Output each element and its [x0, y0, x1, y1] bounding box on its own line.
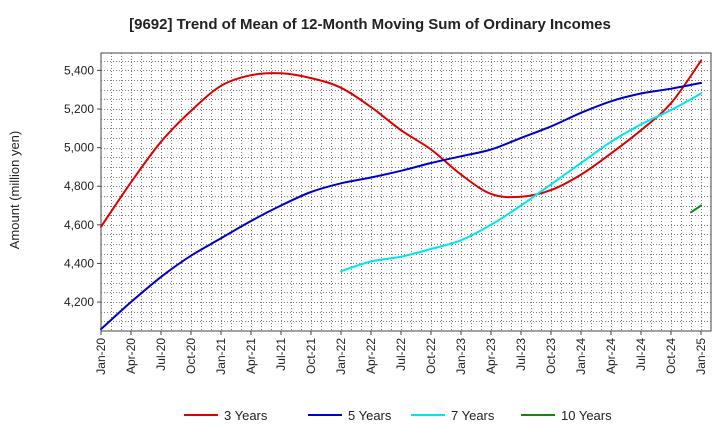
- series-line-7-years: [340, 92, 702, 273]
- x-tick-label: Apr-24: [604, 338, 618, 374]
- x-tick-label: Oct-23: [544, 338, 558, 374]
- x-tick-label: Jan-22: [334, 338, 348, 375]
- series-line-10-years: [690, 204, 702, 214]
- y-tick-label: 4,400: [64, 256, 94, 270]
- y-tick-label: 5,000: [64, 141, 94, 155]
- y-tick-label: 4,600: [64, 218, 94, 232]
- series-line-5-years: [100, 81, 702, 331]
- legend-label-10-years: 10 Years: [561, 408, 612, 423]
- x-tick-label: Jan-21: [214, 338, 228, 375]
- series-line-3-years: [100, 59, 702, 228]
- x-tick-label: Jan-20: [94, 338, 108, 375]
- x-tick-label: Jul-22: [394, 338, 408, 371]
- legend-label-3-years: 3 Years: [224, 408, 268, 423]
- y-tick-label: 5,200: [64, 102, 94, 116]
- x-tick-label: Apr-20: [124, 338, 138, 374]
- y-axis-title: Amount (million yen): [7, 131, 22, 250]
- y-tick-label: 4,800: [64, 179, 94, 193]
- x-axis: Jan-20 Apr-20 Jul-20 Oct-20 Jan-21 Apr-21 Jul-…: [94, 331, 708, 375]
- y-axis: 4,200 4,400 4,600 4,800 5,000 5,200 5,400: [64, 63, 101, 309]
- y-tick-label: 4,200: [64, 295, 94, 309]
- x-tick-label: Oct-21: [304, 338, 318, 374]
- x-tick-label: Jul-21: [274, 338, 288, 371]
- x-tick-label: Apr-23: [484, 338, 498, 374]
- x-tick-label: Jul-20: [154, 338, 168, 371]
- x-tick-label: Jul-24: [634, 338, 648, 371]
- y-tick-label: 5,400: [64, 63, 94, 77]
- series-lines: [100, 59, 702, 331]
- x-tick-label: Oct-22: [424, 338, 438, 374]
- chart-title: [9692] Trend of Mean of 12-Month Moving …: [129, 16, 611, 33]
- x-tick-label: Jan-24: [574, 338, 588, 375]
- x-tick-label: Jan-25: [694, 338, 708, 375]
- plot-area: [100, 52, 712, 332]
- x-tick-label: Oct-24: [664, 338, 678, 374]
- legend-label-7-years: 7 Years: [451, 408, 495, 423]
- x-tick-label: Jul-23: [514, 338, 528, 371]
- legend-label-5-years: 5 Years: [348, 408, 392, 423]
- x-tick-label: Jan-23: [454, 338, 468, 375]
- legend: 3 Years 5 Years 7 Years 10 Years: [184, 408, 612, 423]
- x-tick-label: Apr-21: [244, 338, 258, 374]
- x-tick-label: Apr-22: [364, 338, 378, 374]
- x-tick-label: Oct-20: [184, 338, 198, 374]
